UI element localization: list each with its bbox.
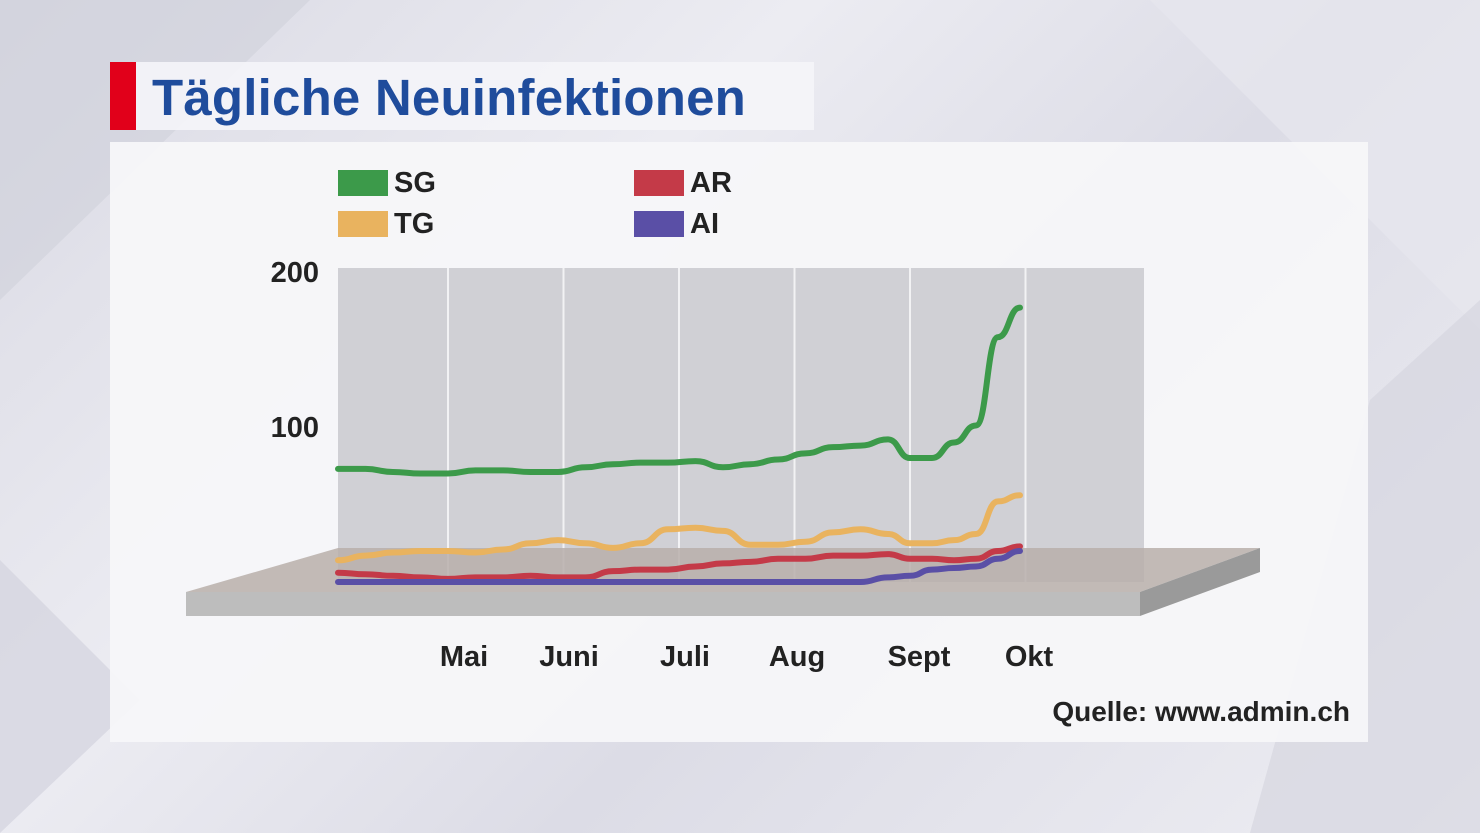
source-note: Quelle: www.admin.ch bbox=[1052, 696, 1350, 727]
legend-label-ar: AR bbox=[690, 167, 732, 199]
series-line-tg bbox=[335, 492, 1023, 564]
title-box: Tägliche Neuinfektionen bbox=[110, 62, 814, 130]
legend-swatch-ar bbox=[634, 170, 684, 196]
legend-swatch-sg bbox=[338, 170, 388, 196]
chart-title: Tägliche Neuinfektionen bbox=[152, 69, 747, 126]
x-tick-label-aug: Aug bbox=[769, 641, 825, 673]
floor-side bbox=[1140, 548, 1260, 616]
y-tick-label-100: 100 bbox=[271, 412, 319, 444]
series-line-ar bbox=[335, 543, 1023, 582]
legend-label-sg: SG bbox=[394, 167, 436, 199]
x-tick-label-juli: Juli bbox=[660, 641, 710, 673]
legend-label-tg: TG bbox=[394, 208, 435, 240]
y-tick-label-200: 200 bbox=[271, 257, 319, 289]
x-tick-label-mai: Mai bbox=[440, 641, 488, 673]
plot-back-wall bbox=[338, 268, 1144, 582]
x-tick-label-sept: Sept bbox=[888, 641, 951, 673]
series-line-sg bbox=[335, 304, 1023, 477]
legend-swatch-ai bbox=[634, 211, 684, 237]
legend-label-ai: AI bbox=[690, 208, 719, 240]
floor-front bbox=[186, 592, 1140, 616]
floor-top bbox=[186, 548, 1260, 592]
x-tick-label-okt: Okt bbox=[1005, 641, 1054, 673]
series-line-ai bbox=[335, 548, 1023, 585]
title-accent-bar bbox=[110, 62, 136, 130]
x-tick-label-juni: Juni bbox=[539, 641, 599, 673]
legend-swatch-tg bbox=[338, 211, 388, 237]
